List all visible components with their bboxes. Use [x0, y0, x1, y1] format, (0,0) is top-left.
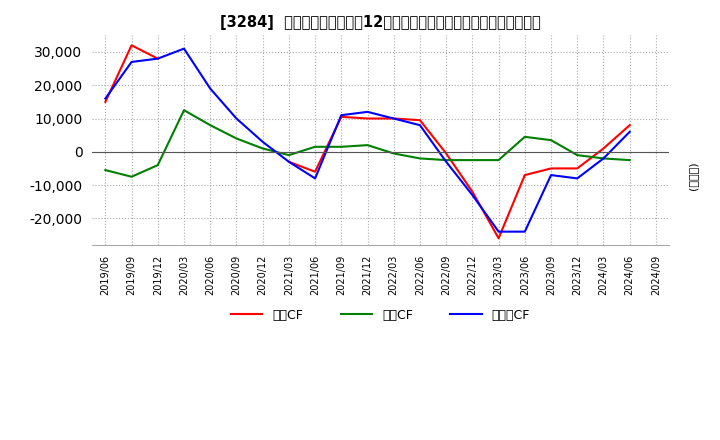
フリーCF [390, 116, 398, 121]
フリーCF [180, 46, 189, 51]
フリーCF [337, 113, 346, 118]
投資CF [521, 134, 529, 139]
投資CF [180, 107, 189, 113]
営業CF [415, 117, 424, 123]
フリーCF [206, 86, 215, 91]
投資CF [494, 158, 503, 163]
営業CF [101, 99, 109, 105]
投資CF [599, 156, 608, 161]
営業CF [546, 166, 555, 171]
フリーCF [468, 192, 477, 198]
Legend: 営業CF, 投資CF, フリーCF: 営業CF, 投資CF, フリーCF [226, 304, 535, 327]
フリーCF [311, 176, 320, 181]
営業CF [390, 116, 398, 121]
投資CF [390, 151, 398, 156]
投資CF [468, 158, 477, 163]
Line: 投資CF: 投資CF [105, 110, 630, 177]
営業CF [599, 146, 608, 151]
フリーCF [232, 116, 240, 121]
投資CF [337, 144, 346, 150]
投資CF [127, 174, 136, 180]
投資CF [415, 156, 424, 161]
営業CF [153, 56, 162, 61]
投資CF [232, 136, 240, 141]
営業CF [311, 169, 320, 174]
フリーCF [442, 159, 451, 165]
フリーCF [415, 122, 424, 128]
投資CF [101, 168, 109, 173]
フリーCF [101, 96, 109, 101]
フリーCF [363, 109, 372, 114]
営業CF [494, 236, 503, 241]
投資CF [626, 158, 634, 163]
投資CF [442, 158, 451, 163]
営業CF [284, 159, 293, 165]
営業CF [363, 116, 372, 121]
Line: フリーCF: フリーCF [105, 49, 630, 231]
フリーCF [284, 159, 293, 165]
投資CF [573, 153, 582, 158]
投資CF [284, 153, 293, 158]
営業CF [442, 151, 451, 156]
フリーCF [127, 59, 136, 65]
投資CF [311, 144, 320, 150]
フリーCF [599, 156, 608, 161]
フリーCF [494, 229, 503, 234]
フリーCF [626, 129, 634, 135]
Title: [3284]  キャッシュフローの12か月移動合計の対前年同期増減額の推移: [3284] キャッシュフローの12か月移動合計の対前年同期増減額の推移 [220, 15, 541, 30]
営業CF [127, 43, 136, 48]
フリーCF [546, 172, 555, 178]
Text: (百万円): (百万円) [688, 161, 698, 191]
フリーCF [573, 176, 582, 181]
フリーCF [153, 56, 162, 61]
営業CF [573, 166, 582, 171]
営業CF [468, 189, 477, 194]
Line: 営業CF: 営業CF [105, 45, 630, 238]
営業CF [626, 122, 634, 128]
フリーCF [258, 139, 267, 144]
投資CF [546, 138, 555, 143]
投資CF [258, 146, 267, 151]
投資CF [206, 122, 215, 128]
営業CF [521, 172, 529, 178]
フリーCF [521, 229, 529, 234]
投資CF [153, 162, 162, 168]
営業CF [337, 114, 346, 120]
投資CF [363, 143, 372, 148]
